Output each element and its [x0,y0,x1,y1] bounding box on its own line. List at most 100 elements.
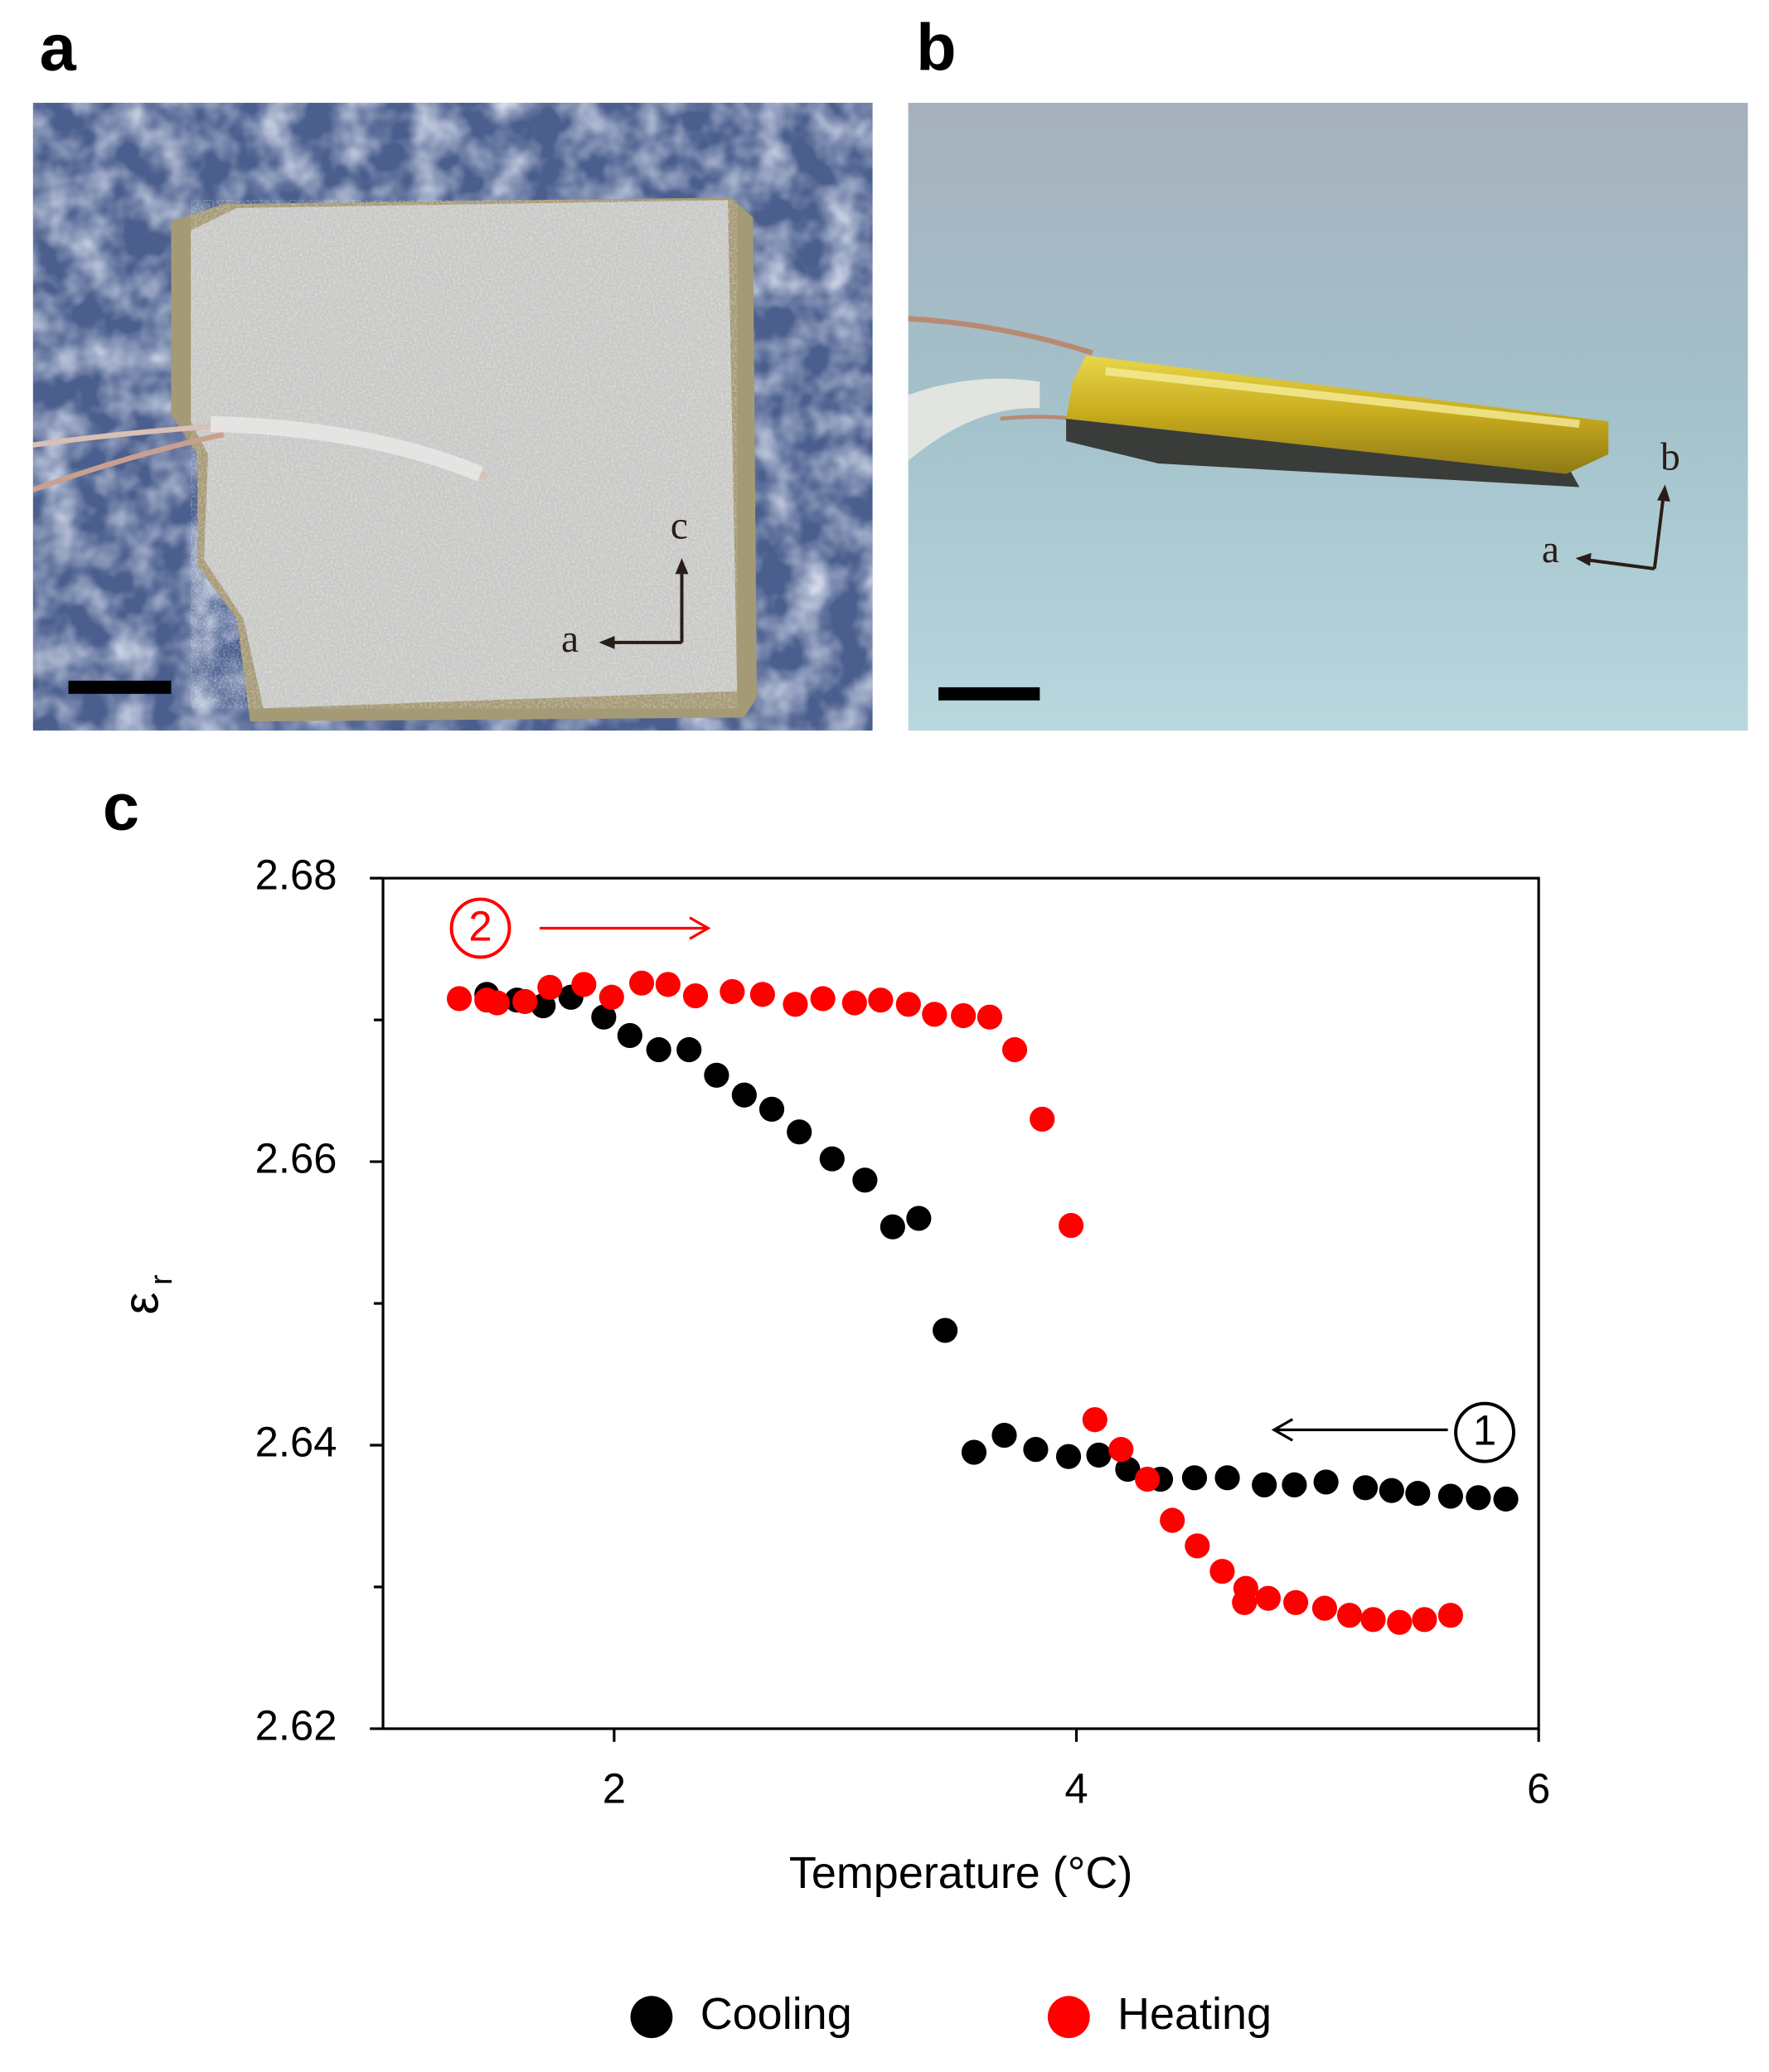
photo-axis-label: a [1542,528,1559,571]
legend-label: Heating [1117,1989,1272,2039]
annotation-circle [449,897,511,959]
data-point [1023,1437,1049,1463]
data-point [1313,1469,1339,1495]
data-point [1255,1585,1282,1611]
legend-label: Cooling [700,1989,852,2039]
data-point [1437,1483,1463,1509]
photo-b: a b [908,102,1748,731]
panel-label: c [103,770,139,844]
data-point [991,1422,1017,1448]
data-point [922,1002,948,1027]
arrow-head [599,635,615,649]
data-point [977,1004,1003,1030]
data-point [1466,1485,1491,1511]
y-axis-label-group: ε r [113,1274,179,1315]
data-point [1387,1609,1413,1635]
arrow-head [675,558,689,575]
data-point [655,972,681,997]
data-point [1209,1559,1235,1584]
data-point [1493,1486,1519,1512]
data-point [787,1119,812,1145]
data-point [1001,1036,1028,1063]
data-point [906,1206,932,1231]
data-point [852,1167,878,1193]
x-tick-label: 4 [1064,1765,1088,1812]
arrow-head [1657,484,1670,502]
x-tick-label: 2 [603,1765,626,1812]
data-point [1082,1407,1107,1433]
data-point [1181,1465,1208,1491]
annotation-arrowhead [689,916,711,940]
data-point [1282,1472,1307,1497]
scale-bar [938,687,1040,701]
data-point [758,1096,785,1122]
data-point [682,983,709,1009]
x-axis-label: Temperature (°C) [789,1848,1132,1898]
data-point [599,984,624,1010]
annotation-arrowhead [1271,1418,1294,1442]
data-point [951,1002,977,1029]
data-point [1352,1475,1379,1501]
panel-label: b [916,10,956,84]
data-point [1232,1589,1258,1615]
arrow-head [1575,552,1592,566]
data-point [1055,1444,1082,1469]
data-point [704,1062,729,1088]
axis-arrow [1584,557,1655,570]
data-point [731,1082,757,1108]
data-point [1336,1603,1363,1628]
y-tick-label: 2.62 [255,1701,337,1749]
annotation-circle [1454,1401,1515,1463]
data-point [961,1439,987,1465]
data-point [1252,1472,1277,1497]
data-point [1360,1607,1386,1633]
data-point [537,974,563,1000]
data-point [1437,1603,1463,1628]
data-point [1311,1595,1338,1621]
photo-a: a c [32,102,873,731]
y-tick-label: 2.64 [255,1418,337,1465]
data-point [1214,1465,1240,1491]
data-point [1379,1478,1404,1503]
data-point [868,987,894,1013]
data-point [1405,1481,1431,1507]
x-tick-label: 6 [1527,1765,1550,1812]
legend-marker [1047,1996,1090,2039]
legend-marker [630,1996,673,2039]
data-point [484,990,510,1016]
axis-arrow [1652,493,1665,570]
data-point [1283,1589,1309,1615]
y-axis-label: ε [113,1293,169,1315]
data-point [933,1317,958,1343]
data-point [1108,1437,1134,1463]
data-point [646,1036,671,1063]
data-point [617,1022,642,1049]
data-point [819,1146,845,1172]
data-point [841,990,867,1016]
data-point [1059,1212,1084,1239]
data-point [591,1004,617,1030]
data-point [571,972,597,997]
y-axis-label-subscript: r [144,1274,179,1285]
data-point [1160,1507,1185,1533]
data-point [446,986,473,1012]
data-point [676,1036,702,1063]
data-point [880,1214,905,1240]
data-point [1185,1533,1210,1559]
data-point [895,992,921,1017]
annotation-text: 1 [1473,1407,1496,1454]
annotation-text: 2 [468,902,492,949]
data-point [1412,1607,1437,1633]
photo-axis-label: b [1660,436,1680,479]
data-point [720,978,745,1005]
data-point [1030,1106,1055,1132]
data-point [749,982,775,1007]
photo-axis-label: c [671,504,688,547]
data-point [783,992,808,1017]
photo-axis-label: a [561,618,579,661]
data-point [810,986,836,1012]
data-point [1135,1466,1161,1492]
panel-label: a [40,10,77,84]
